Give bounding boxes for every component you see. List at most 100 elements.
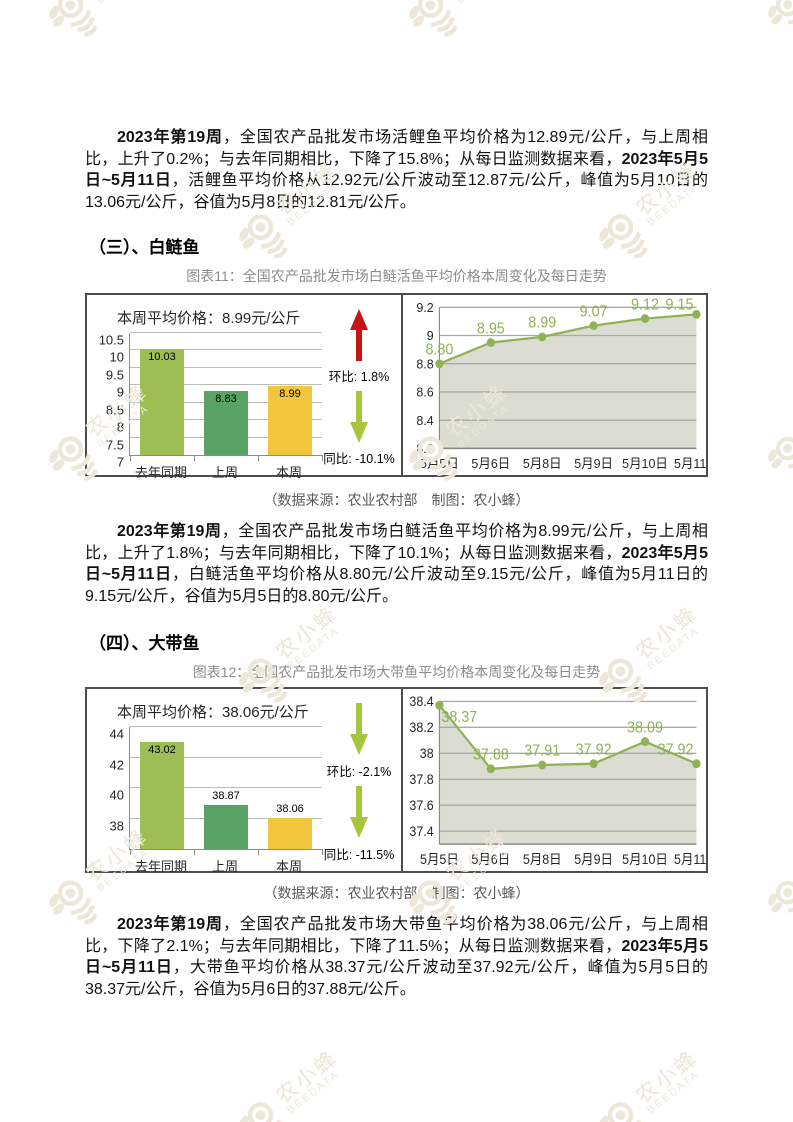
paragraph-bold-week: 2023年第19周 <box>117 916 223 933</box>
figure-12-chart-box: 本周平均价格：38.06元/公斤 38 40 42 44 43.02 38.87 38.06… <box>85 687 708 874</box>
data-point-label: 8.99 <box>528 315 556 332</box>
watermark-en-text: BEEDATA <box>285 1068 342 1117</box>
x-axis-tick <box>322 455 323 461</box>
paragraph-text: ，全国农产品批发市场大带鱼平均价格为38.06元/公斤，与上周相比，下降了2.1… <box>85 916 708 955</box>
paragraph-text: ，全国农产品批发市场活鲤鱼平均价格为12.89元/公斤，与上周相比，上升了0.2… <box>85 129 708 168</box>
paragraph-bold-week: 2023年第19周 <box>117 523 222 540</box>
line-x-tick-label: 5月6日 <box>471 455 510 470</box>
line-x-tick-label: 5月5日 <box>420 851 459 867</box>
bar-y-tick-label: 9 <box>116 384 124 400</box>
area-fill <box>439 314 697 449</box>
bee-icon <box>239 1102 282 1122</box>
line-x-tick-label: 5月9日 <box>574 851 613 867</box>
data-point <box>640 314 650 323</box>
line-x-tick-label: 5月10日 <box>622 851 668 867</box>
figure-11-title: 图表11：全国农产品批发市场白鲢活鱼平均价格本周变化及每日走势 <box>186 268 607 284</box>
line-y-tick-label: 9.2 <box>416 299 433 314</box>
bar-value-label: 38.87 <box>212 790 240 803</box>
data-point <box>589 759 598 769</box>
data-point-label: 38.37 <box>441 708 477 726</box>
gridline <box>130 366 322 368</box>
figure-12-weekly-panel: 本周平均价格：38.06元/公斤 38 40 42 44 43.02 38.87 38.06… <box>87 689 403 874</box>
data-point-label: 38.09 <box>627 719 663 737</box>
gridline <box>130 332 322 333</box>
line-x-tick-label: 5月6日 <box>471 851 510 867</box>
change-indicators: 环比: -2.1% 同比: -11.5% <box>321 703 397 863</box>
indicator-label: 同比: -11.5% <box>323 848 395 862</box>
bar-value-label: 8.99 <box>279 387 301 400</box>
x-axis-tick <box>130 455 131 461</box>
bar-value-label: 38.06 <box>276 802 304 815</box>
paragraph-bold-week: 2023年第19周 <box>117 129 223 146</box>
page-content: 2023年第19周，全国农产品批发市场活鲤鱼平均价格为12.89元/公斤，与上周… <box>85 0 708 1000</box>
x-axis-tick <box>258 455 259 461</box>
bar-y-tick-label: 7 <box>116 454 124 470</box>
figure-11-source: （数据来源：农业农村部 制图：农小蜂） <box>263 492 530 508</box>
bar-y-tick-label: 42 <box>109 757 124 772</box>
data-point-label: 37.88 <box>473 746 509 764</box>
bee-icon <box>599 1102 642 1122</box>
bar-plot-area: 10.03 8.83 8.99 <box>129 332 323 461</box>
bar-y-tick-label: 44 <box>109 726 124 742</box>
data-point <box>435 359 444 369</box>
paragraph-bold-dates: 2023年5月5日~5月11日 <box>85 544 708 584</box>
bar-y-tick-label: 8 <box>116 419 124 435</box>
data-point <box>692 309 701 319</box>
watermark-cn-text: 农小蜂 <box>271 1045 343 1109</box>
bar-y-tick-label: 8.5 <box>105 402 124 418</box>
bee-icon <box>768 880 793 913</box>
line-y-tick-label: 37.6 <box>409 797 433 813</box>
up-arrow-icon <box>350 309 368 361</box>
area-fill <box>439 705 697 845</box>
paragraph-hairtail: 2023年第19周，全国农产品批发市场大带鱼平均价格为38.06元/公斤，与上周… <box>85 914 708 1000</box>
gridline <box>130 349 322 351</box>
paragraph-silver-carp: 2023年第19周，全国农产品批发市场白鲢活鱼平均价格为8.99元/公斤，与上周… <box>85 521 708 607</box>
data-point <box>435 700 444 710</box>
x-axis-tick <box>130 849 131 855</box>
line-y-tick-label: 37.4 <box>409 823 433 839</box>
gridline <box>130 756 322 758</box>
paragraph-bold-dates: 2023年5月5日~5月11日 <box>85 937 708 977</box>
weekly-average-price-label: 本周平均价格：8.99元/公斤 <box>117 310 301 327</box>
bar-value-label: 10.03 <box>148 351 176 364</box>
bar-value-label: 8.83 <box>215 393 237 406</box>
line-y-tick-label: 38.2 <box>409 720 433 736</box>
change-indicators: 环比: 1.8% 同比: -10.1% <box>321 309 397 467</box>
bar-category-label: 本周 <box>275 465 302 480</box>
bar-category-label: 上周 <box>211 859 238 874</box>
paragraph-text: ，全国农产品批发市场白鲢活鱼平均价格为8.99元/公斤，与上周相比，上升了1.8… <box>85 523 708 562</box>
line-x-tick-label: 5月11日 <box>674 851 706 867</box>
data-point-label: 37.92 <box>576 741 612 759</box>
line-x-tick-label: 5月8日 <box>523 455 562 470</box>
watermark-cn-text: 农小蜂 <box>631 1045 703 1109</box>
gridline <box>130 726 322 727</box>
watermark-en-text: BEEDATA <box>645 1068 702 1117</box>
line-x-tick-label: 5月5日 <box>420 455 459 470</box>
bar-y-tick-label: 10 <box>109 349 124 365</box>
line-y-tick-label: 8.6 <box>416 384 433 399</box>
figure-12-title: 图表12：全国农产品批发市场大带鱼平均价格本周变化及每日走势 <box>192 664 601 680</box>
daily-line-chart: 37.4 37.6 37.8 38 38.2 38.4 38.37 5月5日 37.88 5月6日… <box>409 694 706 867</box>
bee-icon <box>768 0 793 25</box>
data-point <box>538 332 547 342</box>
figure-11-daily-panel: 8.2 8.4 8.6 8.8 9 9.2 8.80 5月5日 8.95 5月6日 8.99 5月8日… <box>403 295 706 475</box>
section-heading-hairtail: （四）、大带鱼 <box>89 634 200 653</box>
weekly-bar-chart: 7 7.5 8 8.5 9 9.5 10 10.5 10.03 8.83 8.99 去年同期 上周 本周 <box>97 332 323 481</box>
gridline <box>130 384 322 386</box>
bar-y-tick-label: 40 <box>109 787 124 803</box>
section-heading-silver-carp: （三）、白鲢鱼 <box>89 238 200 257</box>
bar-y-tick-label: 38 <box>109 818 124 833</box>
weekly-average-price-label: 本周平均价格：38.06元/公斤 <box>117 704 309 721</box>
indicator-label: 环比: -2.1% <box>326 765 392 779</box>
bar-去年同期: 43.02 <box>139 741 184 849</box>
bar-category-label: 去年同期 <box>134 465 187 480</box>
data-point <box>486 338 495 347</box>
weekly-bar-chart: 38 40 42 44 43.02 38.87 38.06 去年同期 上周 本周 <box>97 726 323 875</box>
line-x-tick-label: 5月11日 <box>674 455 706 470</box>
data-point-label: 9.15 <box>666 297 694 314</box>
